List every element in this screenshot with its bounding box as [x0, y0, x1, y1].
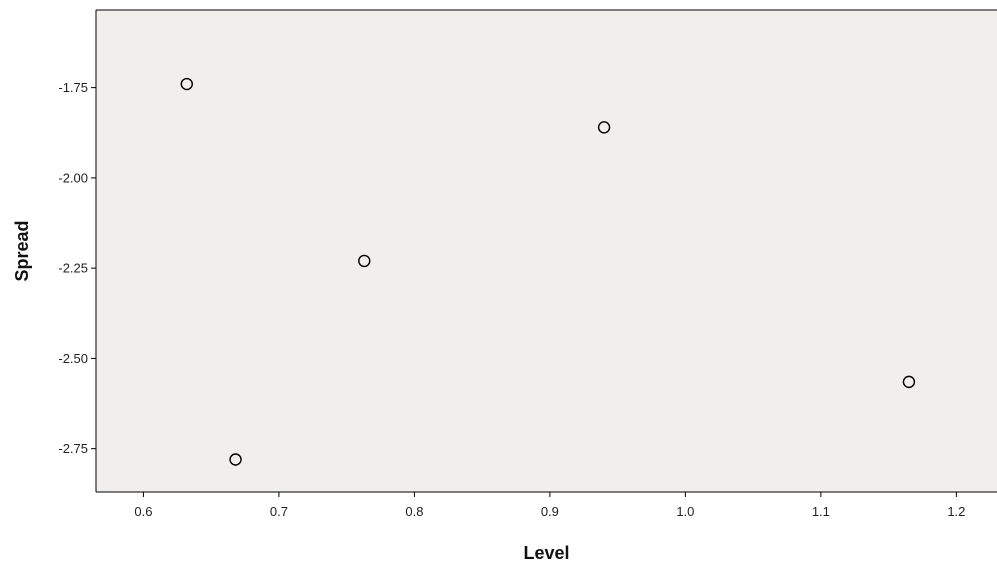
- data-point: [358, 254, 371, 268]
- data-point: [597, 121, 611, 134]
- x-tick-label: 0.7: [270, 504, 288, 519]
- y-tick-label: -2.00: [58, 170, 88, 185]
- y-axis-title: Spread: [12, 220, 32, 281]
- data-point: [180, 77, 193, 91]
- y-tick-label: -2.50: [58, 351, 88, 366]
- x-tick-label: 0.6: [134, 504, 152, 519]
- y-tick-label: -2.75: [58, 441, 88, 456]
- data-point: [902, 375, 916, 389]
- axes: [95, 9, 997, 493]
- x-tick-label: 1.2: [947, 504, 965, 519]
- y-tick-label: -2.25: [58, 261, 88, 276]
- x-ticks: 0.6 0.7 0.8 0.9 1.0 1.1 1.2: [134, 492, 965, 519]
- x-tick-label: 1.1: [812, 504, 830, 519]
- data-points: [180, 77, 916, 466]
- y-ticks: -1.75 -2.00 -2.25 -2.50 -2.75: [58, 80, 96, 456]
- x-tick-label: 1.0: [676, 504, 694, 519]
- data-point: [229, 453, 242, 466]
- y-tick-label: -1.75: [58, 80, 88, 95]
- x-axis-title: Level: [523, 543, 569, 563]
- x-tick-label: 0.9: [541, 504, 559, 519]
- x-tick-label: 0.8: [405, 504, 423, 519]
- plot-area: [96, 10, 997, 492]
